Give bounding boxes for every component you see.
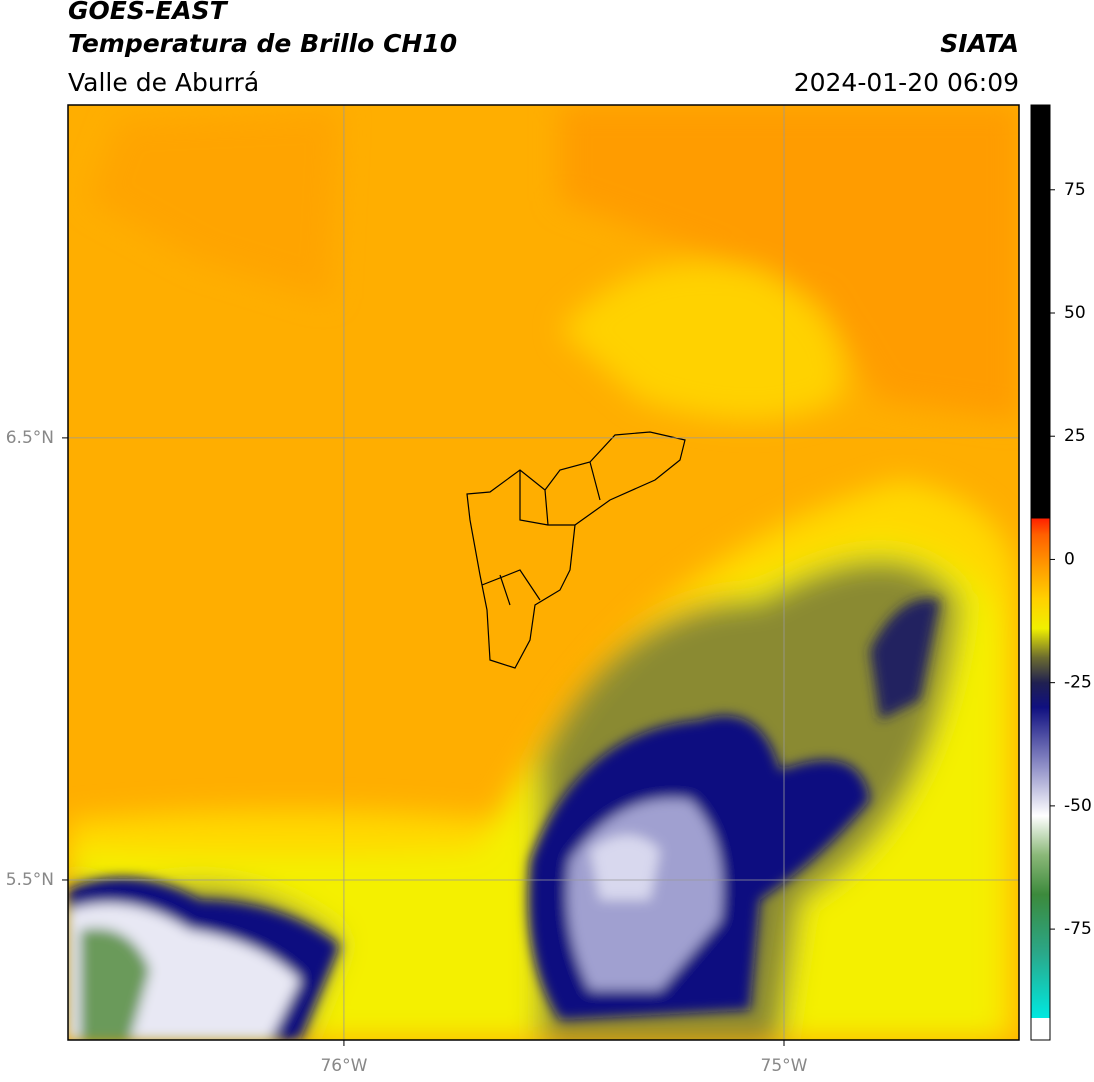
colorbar-tick-label: 50 [1064, 303, 1086, 323]
y-tick-label: 5.5°N [6, 870, 54, 890]
colorbar-tick-label: 25 [1064, 426, 1086, 446]
y-tick-label: 6.5°N [6, 428, 54, 448]
colorbar-tick-label: -75 [1064, 919, 1092, 939]
x-tick-label: 76°W [320, 1056, 367, 1076]
colorbar-tick-label: 0 [1064, 549, 1075, 569]
title: GOES-EAST [68, 0, 229, 25]
datetime: 2024-01-20 06:09 [794, 68, 1019, 97]
colorbar-tick-label: 75 [1064, 180, 1086, 200]
x-tick-label: 75°W [761, 1056, 808, 1076]
colorbar-tick-label: -50 [1064, 796, 1092, 816]
colorbar-tick-label: -25 [1064, 673, 1092, 693]
region: Valle de Aburrá [68, 68, 259, 97]
source: SIATA [940, 29, 1019, 58]
satellite-image [68, 105, 1019, 1040]
map-frame [67, 104, 1020, 1041]
subtitle: Temperatura de Brillo CH10 [68, 29, 457, 58]
municipal-boundaries [466, 431, 686, 669]
colorbar [1030, 104, 1051, 1041]
